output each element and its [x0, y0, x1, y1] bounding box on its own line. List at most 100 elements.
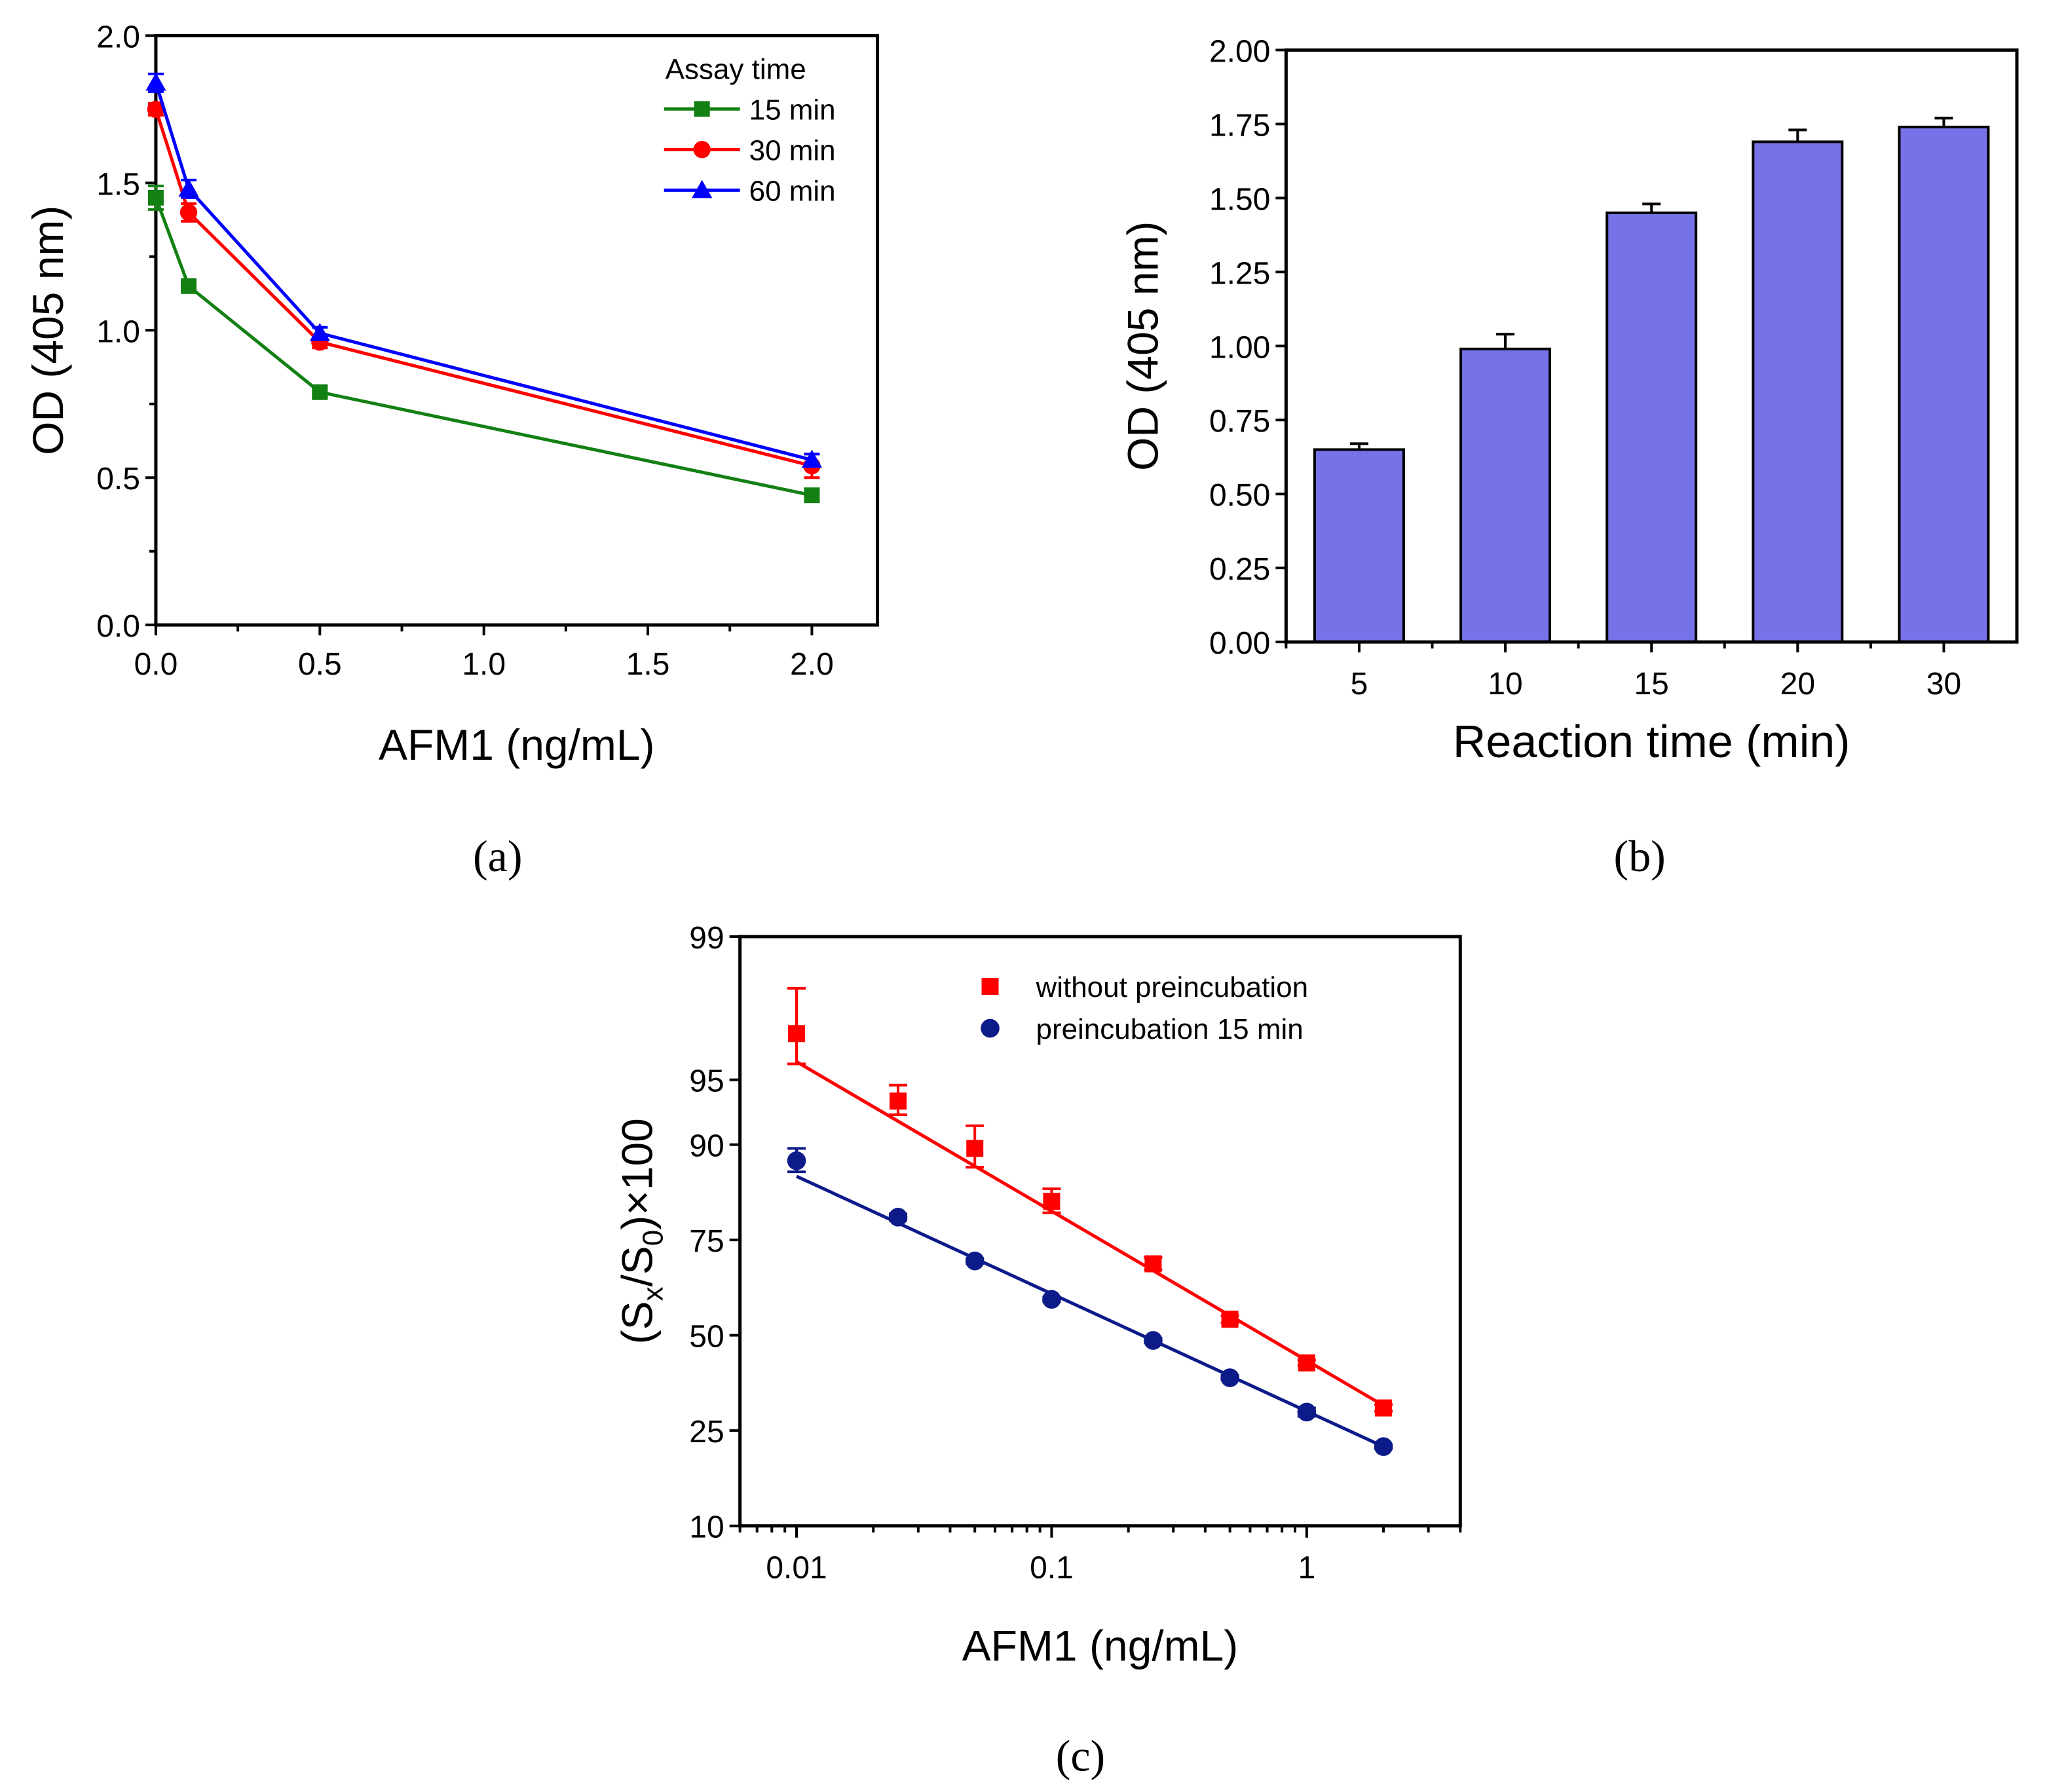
- x-axis-label: AFM1 (ng/mL): [962, 1622, 1239, 1670]
- data-point: [1144, 1255, 1162, 1273]
- data-point: [889, 1092, 907, 1110]
- y-tick-label: 1.25: [1209, 256, 1270, 291]
- x-tick-label: 15: [1634, 667, 1669, 701]
- y-tick-label: 1.75: [1209, 108, 1270, 143]
- y-axis-label: (Sx/S0)×100: [613, 1118, 669, 1344]
- data-point: [147, 100, 165, 119]
- legend-label: 60 min: [749, 175, 836, 207]
- data-point: [1375, 1399, 1393, 1417]
- bar: [1752, 140, 1844, 644]
- data-point: [801, 449, 823, 468]
- x-tick-label: 20: [1780, 667, 1815, 701]
- x-tick-label: 1: [1298, 1551, 1315, 1586]
- x-tick-label: 30: [1926, 667, 1961, 701]
- x-tick-label: 1.5: [626, 647, 670, 682]
- error-bar: [1642, 202, 1661, 213]
- chart-b: 5 10 15 20 30 0.00 0.25 0.50 0.75 1.00 1.25 1.50 1.7…: [1118, 34, 2019, 767]
- y-axis-label-sub1: x: [637, 1287, 669, 1301]
- data-point: [178, 178, 199, 197]
- panel-label-a: (a): [473, 831, 522, 881]
- legend-label: 30 min: [749, 134, 836, 166]
- y-tick-label: 1.00: [1209, 330, 1270, 365]
- bar: [1606, 211, 1698, 644]
- y-tick-label: 1.50: [1209, 182, 1270, 217]
- error-bar: [1934, 117, 1953, 127]
- data-point: [788, 1025, 806, 1043]
- data-point: [179, 204, 198, 221]
- legend-marker: [693, 141, 711, 159]
- data-point: [965, 1251, 985, 1271]
- data-point: [1297, 1402, 1317, 1422]
- y-tick-label: 0.75: [1209, 404, 1270, 439]
- legend-label: preincubation 15 min: [1036, 1013, 1303, 1045]
- legend-marker: [981, 1018, 1000, 1038]
- data-point: [145, 72, 166, 91]
- data-point: [1144, 1331, 1163, 1350]
- y-tick-label: 99: [689, 921, 724, 956]
- y-tick-label: 0.5: [96, 462, 140, 496]
- y-tick-label: 90: [689, 1129, 724, 1164]
- y-tick-label: 2.00: [1209, 34, 1270, 69]
- data-point: [309, 323, 330, 341]
- y-axis-label-mid: /S: [613, 1246, 662, 1286]
- y-tick-label: 1.0: [96, 314, 140, 349]
- data-point: [312, 384, 328, 400]
- x-tick-label: 1.0: [462, 647, 506, 682]
- data-point: [804, 487, 820, 504]
- data-point: [1042, 1290, 1061, 1309]
- panel-label-c: (c): [1056, 1731, 1105, 1781]
- x-tick-label: 10: [1488, 667, 1522, 701]
- y-axis-label: OD (405 nm): [24, 206, 72, 455]
- y-axis-label-sub2: 0: [637, 1230, 669, 1246]
- y-axis-label: OD (405 nm): [1118, 221, 1167, 471]
- y-tick-label: 75: [689, 1224, 724, 1259]
- series-60-min: [145, 72, 823, 468]
- y-tick-label: 0.00: [1209, 626, 1270, 661]
- x-tick-label: 0.0: [134, 647, 178, 682]
- data-point: [888, 1208, 908, 1227]
- series-line: [154, 109, 813, 468]
- data-point: [1221, 1311, 1239, 1328]
- data-point: [1374, 1437, 1393, 1456]
- error-bar: [1788, 128, 1807, 142]
- x-tick-label: 5: [1351, 667, 1368, 701]
- fit-line: [795, 1174, 1385, 1448]
- x-tick-label: 2.0: [790, 647, 834, 682]
- series-preincubation-15-min: [787, 1147, 1393, 1456]
- legend-marker: [692, 179, 713, 198]
- bar: [1898, 125, 1990, 644]
- legend-title: Assay time: [666, 53, 806, 85]
- error-bar: [1349, 442, 1368, 450]
- series-without-preincubation: [787, 986, 1393, 1417]
- data-point: [181, 278, 197, 294]
- y-tick-label: 95: [689, 1064, 724, 1099]
- series-15-min: [147, 184, 820, 504]
- bar: [1459, 347, 1552, 644]
- data-point: [147, 189, 164, 206]
- y-tick-label: 0.0: [96, 609, 140, 644]
- y-tick-label: 10: [689, 1510, 724, 1545]
- y-tick-label: 1.5: [96, 167, 140, 202]
- y-axis-label-close: )×100: [613, 1118, 662, 1230]
- y-tick-label: 0.50: [1209, 478, 1270, 513]
- chart-c: 0.01 0.1 1 10 25 50 75 90 95 99 AFM1 (ng/mL) (Sx/S0…: [613, 921, 1462, 1670]
- error-bar: [1496, 333, 1515, 349]
- series-line: [154, 196, 812, 497]
- data-point: [966, 1140, 984, 1157]
- x-tick-label: 0.5: [298, 647, 342, 682]
- fit-line: [795, 1060, 1385, 1408]
- data-point: [1298, 1354, 1315, 1372]
- data-point: [1220, 1368, 1239, 1387]
- x-tick-label: 0.1: [1030, 1551, 1074, 1586]
- y-tick-label: 25: [689, 1415, 724, 1449]
- x-axis-label: Reaction time (min): [1453, 716, 1850, 767]
- panel-label-b: (b): [1614, 831, 1666, 881]
- series-line: [154, 82, 813, 462]
- series-30-min: [147, 100, 821, 479]
- data-point: [1043, 1193, 1061, 1210]
- legend-marker: [694, 101, 710, 117]
- chart-a: 0.0 0.5 1.0 1.5 2.0 0.0 0.5 1.0 1.5 2.0 AFM1 (ng/m…: [24, 20, 880, 769]
- y-axis-label-open: (S: [613, 1301, 662, 1345]
- x-axis-label: AFM1 (ng/mL): [379, 720, 655, 769]
